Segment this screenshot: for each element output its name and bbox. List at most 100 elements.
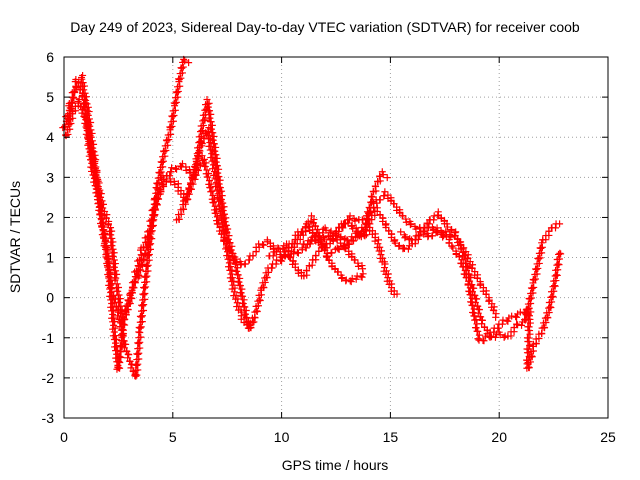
data-point xyxy=(100,223,108,231)
data-point xyxy=(546,303,554,311)
data-point xyxy=(135,349,143,357)
data-point xyxy=(459,263,467,271)
data-point xyxy=(404,245,412,253)
data-point xyxy=(64,114,72,122)
data-point xyxy=(378,168,386,176)
data-points xyxy=(59,55,565,380)
data-point xyxy=(203,103,211,111)
series-track-7 xyxy=(299,204,564,341)
data-point xyxy=(65,109,73,117)
data-point xyxy=(362,231,370,239)
data-point xyxy=(84,111,92,119)
data-point xyxy=(238,292,246,300)
data-point xyxy=(525,304,533,312)
data-point xyxy=(304,240,312,248)
y-tick-label: -3 xyxy=(42,410,55,426)
y-tick-label: 6 xyxy=(46,49,54,65)
data-point xyxy=(480,337,488,345)
data-point xyxy=(165,136,173,144)
data-point xyxy=(139,255,147,263)
data-point xyxy=(102,234,110,242)
data-point xyxy=(95,188,103,196)
data-point xyxy=(270,248,278,256)
data-point xyxy=(538,249,546,257)
data-point xyxy=(104,256,112,264)
data-point xyxy=(173,165,181,173)
data-point xyxy=(196,137,204,145)
data-point xyxy=(294,249,302,257)
data-point xyxy=(88,167,96,175)
data-point xyxy=(194,148,202,156)
data-point xyxy=(97,206,105,214)
data-point xyxy=(492,313,500,321)
data-point xyxy=(524,338,532,346)
data-point xyxy=(383,174,391,182)
data-point xyxy=(550,282,558,290)
data-point xyxy=(332,228,340,236)
data-point xyxy=(379,254,387,262)
data-point xyxy=(223,228,231,236)
data-point xyxy=(359,270,367,278)
data-point xyxy=(167,178,175,186)
data-point xyxy=(114,363,122,371)
data-point xyxy=(97,216,105,224)
data-point xyxy=(88,137,96,145)
data-point xyxy=(231,253,239,261)
data-point xyxy=(474,335,482,343)
data-point xyxy=(117,331,125,339)
data-point xyxy=(465,287,473,295)
data-point xyxy=(473,274,481,282)
data-point xyxy=(312,251,320,259)
data-point xyxy=(378,247,386,255)
data-point xyxy=(536,254,544,262)
data-point xyxy=(218,199,226,207)
data-point xyxy=(108,285,116,293)
data-point xyxy=(115,352,123,360)
data-point xyxy=(159,163,167,171)
data-point xyxy=(336,234,344,242)
data-point xyxy=(92,170,100,178)
data-point xyxy=(174,87,182,95)
data-point xyxy=(254,302,262,310)
data-point xyxy=(110,307,118,315)
data-point xyxy=(347,278,355,286)
data-point xyxy=(206,184,214,192)
data-point xyxy=(199,121,207,129)
data-point xyxy=(225,232,233,240)
data-point xyxy=(525,315,533,323)
data-point xyxy=(233,271,241,279)
data-point xyxy=(110,256,118,264)
data-point xyxy=(86,122,94,130)
series-track-5 xyxy=(265,168,391,280)
data-point xyxy=(105,252,113,260)
data-point xyxy=(144,238,152,246)
data-point xyxy=(455,252,463,260)
data-point xyxy=(210,147,218,155)
data-point xyxy=(491,333,499,341)
data-point xyxy=(178,64,186,72)
data-point xyxy=(134,360,142,368)
data-point xyxy=(236,281,244,289)
data-point xyxy=(111,318,119,326)
series-track-2 xyxy=(62,55,193,380)
data-point xyxy=(209,198,217,206)
data-point xyxy=(466,284,474,292)
y-tick-label: 0 xyxy=(46,290,54,306)
data-point xyxy=(159,157,167,165)
data-point xyxy=(504,317,512,325)
data-point xyxy=(526,330,534,338)
data-point xyxy=(211,158,219,166)
data-point xyxy=(217,195,225,203)
axis-ticks: 0 5 10 15 20 25 -3 -2 -1 0 1 2 3 4 5 6 xyxy=(42,49,616,445)
data-point xyxy=(111,339,119,347)
data-point xyxy=(280,248,288,256)
data-point xyxy=(374,240,382,248)
plot-frame xyxy=(63,56,609,419)
data-point xyxy=(82,93,90,101)
data-point xyxy=(206,118,214,126)
data-point xyxy=(212,143,220,151)
data-point xyxy=(137,260,145,268)
data-point xyxy=(136,338,144,346)
data-point xyxy=(145,232,153,240)
